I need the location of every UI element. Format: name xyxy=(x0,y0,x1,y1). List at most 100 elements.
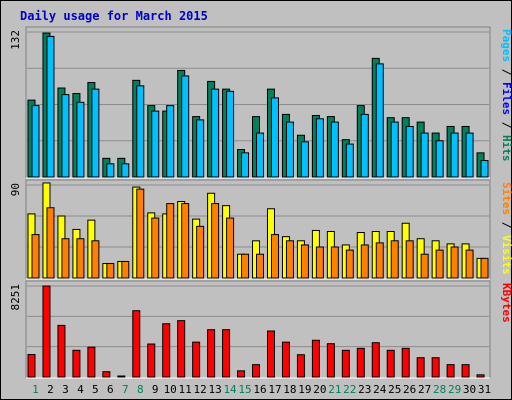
day-label-19: 19 xyxy=(298,383,311,396)
bar-files-day-8 xyxy=(136,85,145,178)
series-sites xyxy=(31,188,489,279)
bar-files-day-24 xyxy=(375,63,384,178)
day-labels: 1 2 3 4 5 6 7 8 9 10 11 12 13 14 15 16 17 18 19 20 21 22 23 24 2… xyxy=(32,383,491,396)
bar-kbytes-day-25 xyxy=(386,349,395,378)
bar-kbytes-day-27 xyxy=(416,357,425,378)
bar-sites-day-14 xyxy=(226,217,235,279)
bar-files-day-6 xyxy=(106,163,115,178)
bar-files-day-17 xyxy=(270,97,279,178)
bar-kbytes-day-4 xyxy=(72,349,81,378)
bar-kbytes-day-24 xyxy=(371,342,380,378)
bar-sites-day-11 xyxy=(181,203,190,279)
day-label-1: 1 xyxy=(32,383,39,396)
bar-sites-day-4 xyxy=(76,238,85,279)
day-label-29: 29 xyxy=(448,383,461,396)
legend-part: / xyxy=(500,215,512,235)
day-label-13: 13 xyxy=(208,383,221,396)
bar-sites-day-2 xyxy=(46,207,55,279)
day-label-14: 14 xyxy=(223,383,237,396)
bar-sites-day-29 xyxy=(450,246,459,279)
day-label-25: 25 xyxy=(388,383,401,396)
legend-part: Hits xyxy=(500,135,512,162)
day-label-18: 18 xyxy=(283,383,296,396)
bar-files-day-16 xyxy=(256,132,265,178)
bar-sites-day-31 xyxy=(480,257,489,279)
bar-kbytes-day-29 xyxy=(446,364,455,378)
day-label-23: 23 xyxy=(358,383,371,396)
bar-kbytes-day-30 xyxy=(461,364,470,378)
panel-sites: 90 Sites / Visits xyxy=(9,179,512,280)
bar-kbytes-day-21 xyxy=(326,343,335,378)
bar-sites-day-8 xyxy=(136,188,145,279)
bar-sites-day-7 xyxy=(121,260,130,279)
day-label-3: 3 xyxy=(62,383,69,396)
bar-files-day-5 xyxy=(91,88,100,178)
bar-sites-day-9 xyxy=(151,217,160,279)
day-label-11: 11 xyxy=(179,383,192,396)
bar-files-day-19 xyxy=(300,141,309,178)
bar-kbytes-day-1 xyxy=(27,354,36,378)
legend-part: Files xyxy=(500,82,512,115)
day-label-28: 28 xyxy=(433,383,446,396)
bar-kbytes-day-18 xyxy=(281,341,290,378)
bar-kbytes-day-28 xyxy=(431,357,440,378)
day-label-16: 16 xyxy=(253,383,266,396)
bar-sites-day-3 xyxy=(61,238,70,279)
bar-sites-day-5 xyxy=(91,240,100,279)
bar-files-day-27 xyxy=(420,132,429,178)
bar-kbytes-day-22 xyxy=(341,349,350,378)
bar-sites-day-21 xyxy=(330,246,339,279)
bar-sites-day-19 xyxy=(300,244,309,279)
bar-kbytes-day-14 xyxy=(222,329,231,378)
panel-hits-ymax-label: 132 xyxy=(9,30,22,50)
day-label-15: 15 xyxy=(238,383,251,396)
bar-files-day-3 xyxy=(61,94,70,178)
bar-kbytes-day-17 xyxy=(266,330,275,378)
bar-kbytes-day-6 xyxy=(102,371,111,378)
bar-sites-day-26 xyxy=(405,240,414,279)
bar-sites-day-22 xyxy=(345,249,354,279)
legend-part: Sites xyxy=(500,182,512,215)
day-label-20: 20 xyxy=(313,383,326,396)
day-label-30: 30 xyxy=(463,383,476,396)
bar-sites-day-10 xyxy=(166,203,175,279)
bar-sites-day-12 xyxy=(196,225,205,279)
day-label-21: 21 xyxy=(328,383,341,396)
day-label-12: 12 xyxy=(194,383,207,396)
panel-sites-legend-label: Sites / Visits xyxy=(500,182,512,275)
bar-kbytes-day-2 xyxy=(42,285,51,378)
day-label-4: 4 xyxy=(77,383,84,396)
bar-sites-day-18 xyxy=(285,240,294,279)
bar-sites-day-24 xyxy=(375,242,384,279)
panel-kbytes-legend-label: KBytes xyxy=(500,283,512,323)
bar-sites-day-16 xyxy=(256,253,265,279)
bar-files-day-7 xyxy=(121,163,130,178)
bar-sites-day-6 xyxy=(106,263,115,279)
panel-hits: 132 Pages / Files / Hits xyxy=(9,26,512,179)
bar-files-day-22 xyxy=(345,143,354,178)
bar-sites-day-17 xyxy=(270,234,279,279)
bar-files-day-31 xyxy=(480,160,489,178)
day-label-9: 9 xyxy=(152,383,159,396)
day-label-7: 7 xyxy=(122,383,129,396)
bar-files-day-21 xyxy=(330,121,339,178)
day-label-22: 22 xyxy=(343,383,356,396)
bar-kbytes-day-10 xyxy=(162,323,171,378)
bar-sites-day-28 xyxy=(435,249,444,279)
bar-kbytes-day-12 xyxy=(192,341,201,378)
panel-sites-ymax-label: 90 xyxy=(9,183,22,196)
bar-kbytes-day-5 xyxy=(87,346,96,378)
bar-sites-day-23 xyxy=(360,244,369,279)
panel-kbytes-background xyxy=(25,280,491,379)
bar-kbytes-day-31 xyxy=(476,374,485,378)
panel-kbytes: 8251 KBytes xyxy=(9,280,512,379)
bar-files-day-14 xyxy=(226,90,235,178)
bar-files-day-15 xyxy=(241,152,250,178)
day-label-8: 8 xyxy=(137,383,144,396)
panel-hits-legend-label: Pages / Files / Hits xyxy=(500,29,512,162)
legend-part: KBytes xyxy=(500,283,512,323)
bar-files-day-9 xyxy=(151,110,160,178)
chart-title: Daily usage for March 2015 xyxy=(20,9,208,23)
series-kbytes xyxy=(27,285,485,378)
bar-files-day-4 xyxy=(76,101,85,178)
